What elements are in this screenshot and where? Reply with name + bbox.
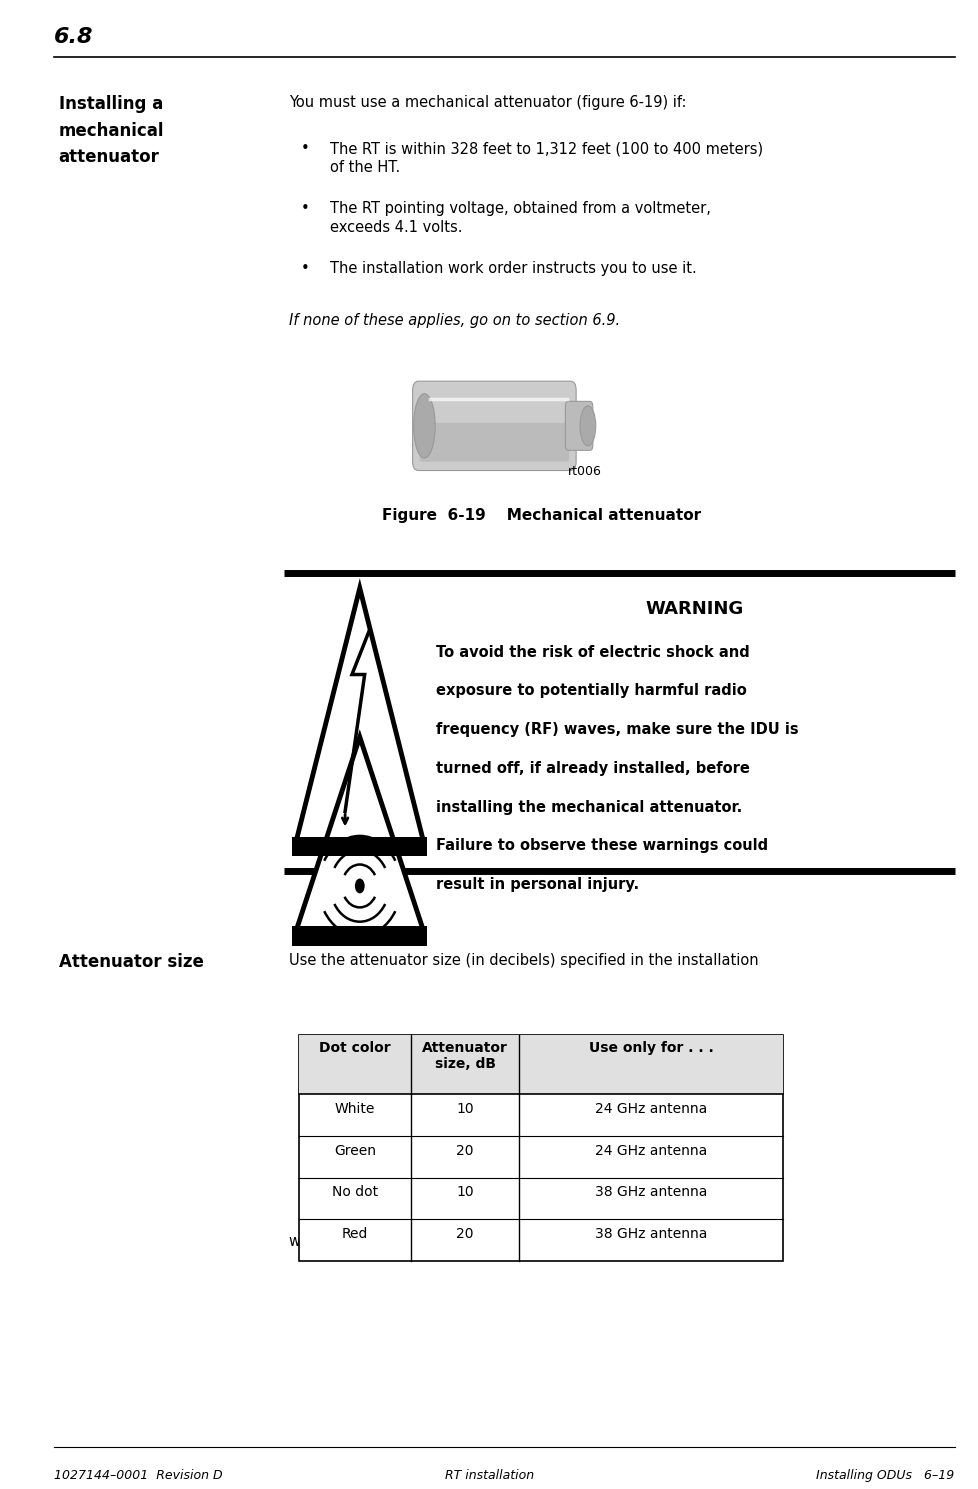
Text: Installing ODUs   6–19: Installing ODUs 6–19 xyxy=(816,1468,954,1482)
Text: 38 GHz antenna: 38 GHz antenna xyxy=(595,1227,706,1240)
Bar xyxy=(298,1035,782,1094)
Text: 24 GHz antenna: 24 GHz antenna xyxy=(595,1144,706,1157)
Text: You must use a mechanical attenuator (figure 6-19) if:: You must use a mechanical attenuator (fi… xyxy=(289,95,686,110)
Text: Attenuator
size, dB: Attenuator size, dB xyxy=(422,1041,508,1071)
Text: Dot color: Dot color xyxy=(319,1041,390,1054)
Text: No dot: No dot xyxy=(332,1185,378,1199)
Text: WARNING: WARNING xyxy=(645,600,743,618)
Text: The installation work order instructs you to use it.: The installation work order instructs yo… xyxy=(330,261,696,275)
FancyBboxPatch shape xyxy=(565,402,593,450)
Text: RT installation: RT installation xyxy=(444,1468,534,1482)
Text: •: • xyxy=(300,201,309,216)
Text: installing the mechanical attenuator.: installing the mechanical attenuator. xyxy=(435,800,741,814)
Text: If none of these applies, go on to section 6.9.: If none of these applies, go on to secti… xyxy=(289,313,619,328)
Polygon shape xyxy=(295,737,422,931)
Text: 24 GHz antenna: 24 GHz antenna xyxy=(595,1102,706,1115)
Text: •: • xyxy=(300,261,309,275)
Text: work order and/or Site Data Record. The attenuator size is: work order and/or Site Data Record. The … xyxy=(289,1234,716,1249)
Text: frequency (RF) waves, make sure the IDU is: frequency (RF) waves, make sure the IDU … xyxy=(435,722,797,737)
Text: Red: Red xyxy=(341,1227,368,1240)
Text: 1027144–0001  Revision D: 1027144–0001 Revision D xyxy=(54,1468,222,1482)
Text: Attenuator size: Attenuator size xyxy=(59,953,203,971)
Text: 20: 20 xyxy=(456,1144,473,1157)
Text: 10: 10 xyxy=(456,1185,473,1199)
Text: The RT is within 328 feet to 1,312 feet (100 to 400 meters)
of the HT.: The RT is within 328 feet to 1,312 feet … xyxy=(330,141,762,176)
Text: exposure to potentially harmful radio: exposure to potentially harmful radio xyxy=(435,683,745,698)
Text: To avoid the risk of electric shock and: To avoid the risk of electric shock and xyxy=(435,645,748,660)
Ellipse shape xyxy=(354,879,364,893)
FancyBboxPatch shape xyxy=(413,381,575,471)
Text: 38 GHz antenna: 38 GHz antenna xyxy=(595,1185,706,1199)
Ellipse shape xyxy=(579,406,595,445)
Text: Installing a
mechanical
attenuator: Installing a mechanical attenuator xyxy=(59,95,164,167)
Text: Use the attenuator size (in decibels) specified in the installation: Use the attenuator size (in decibels) sp… xyxy=(289,953,758,968)
Text: •: • xyxy=(300,141,309,156)
Polygon shape xyxy=(295,588,422,841)
Bar xyxy=(291,926,426,946)
Ellipse shape xyxy=(413,393,435,459)
Text: 20: 20 xyxy=(456,1227,473,1240)
Text: Figure  6-19    Mechanical attenuator: Figure 6-19 Mechanical attenuator xyxy=(381,508,700,523)
Text: Use only for . . .: Use only for . . . xyxy=(588,1041,713,1054)
Bar xyxy=(291,837,426,856)
FancyBboxPatch shape xyxy=(419,423,569,462)
Text: turned off, if already installed, before: turned off, if already installed, before xyxy=(435,761,749,776)
Text: result in personal injury.: result in personal injury. xyxy=(435,877,638,892)
Text: Green: Green xyxy=(333,1144,376,1157)
Bar xyxy=(298,1035,782,1261)
Text: The RT pointing voltage, obtained from a voltmeter,
exceeds 4.1 volts.: The RT pointing voltage, obtained from a… xyxy=(330,201,710,235)
Text: White: White xyxy=(334,1102,375,1115)
Text: Failure to observe these warnings could: Failure to observe these warnings could xyxy=(435,838,767,853)
Text: rt006: rt006 xyxy=(567,465,601,478)
Text: 6.8: 6.8 xyxy=(54,27,93,46)
Text: 10: 10 xyxy=(456,1102,473,1115)
